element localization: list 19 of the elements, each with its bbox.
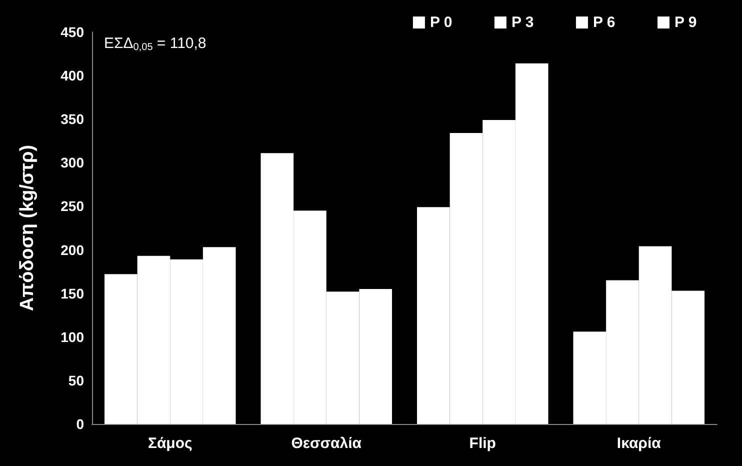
- y-tick-label: 100: [60, 328, 84, 345]
- y-tick-label: 300: [60, 154, 84, 171]
- legend-label: P 6: [592, 14, 616, 31]
- x-tick-label: Θεσσαλία: [291, 435, 362, 452]
- y-tick-label: 50: [68, 372, 84, 388]
- legend-label: P 3: [511, 14, 534, 31]
- y-tick-label: 350: [60, 111, 84, 128]
- y-tick-label: 0: [76, 416, 84, 432]
- y-tick-label: 450: [60, 24, 84, 40]
- x-tick-label: Flip: [469, 435, 496, 452]
- y-tick-label: 400: [60, 68, 84, 84]
- legend-label: P 0: [430, 14, 452, 31]
- legend-label: P 9: [674, 14, 697, 31]
- y-axis-title: Απόδοση (kg/στρ): [17, 144, 38, 312]
- y-tick-label: 150: [60, 285, 84, 302]
- y-tick-label: 200: [60, 242, 84, 258]
- x-tick-label: Ικαρία: [616, 435, 662, 452]
- y-tick-label: 250: [60, 198, 84, 214]
- x-tick-label: Σάμος: [148, 435, 192, 452]
